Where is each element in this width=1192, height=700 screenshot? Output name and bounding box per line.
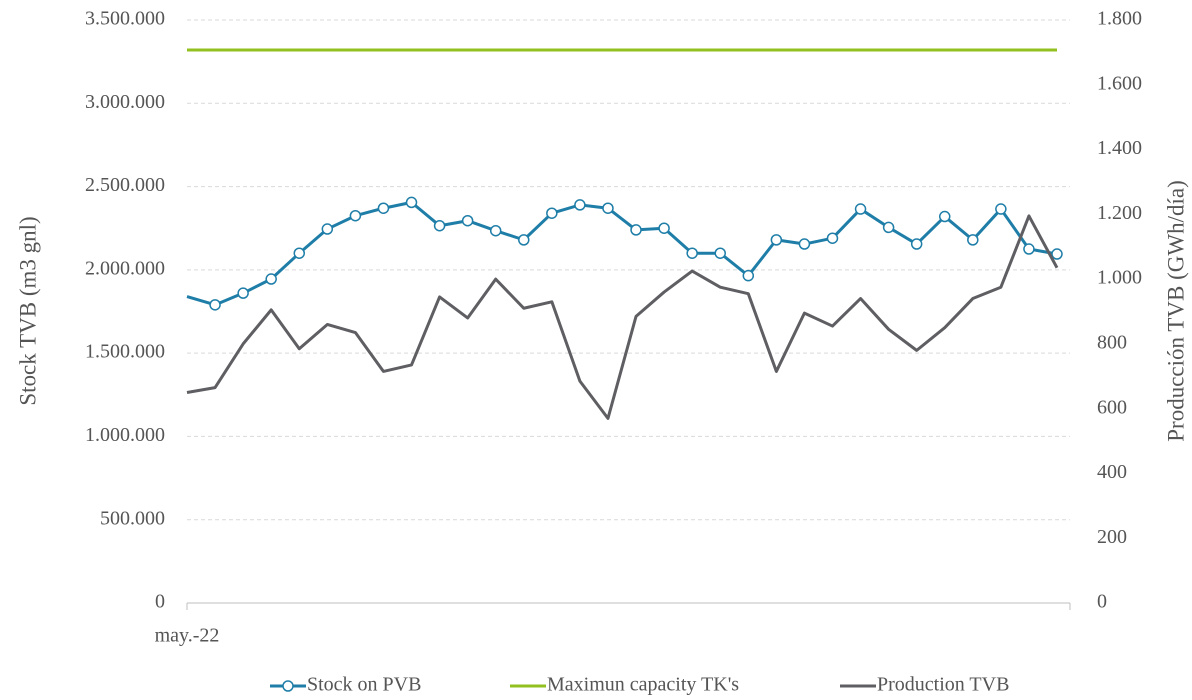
- point-marker: [910, 238, 923, 250]
- point-marker: [742, 269, 755, 282]
- legend-label: Stock on PVB: [307, 674, 421, 696]
- y2-tick-label: 800: [1097, 331, 1127, 353]
- point-marker: [405, 196, 418, 209]
- y-tick-label: 1.500.000: [85, 341, 165, 363]
- y2-tick-label: 600: [1097, 396, 1127, 418]
- y2-tick-label: 1.800: [1097, 8, 1142, 30]
- point-marker: [658, 222, 670, 234]
- series-line: [186, 200, 1058, 307]
- point-marker: [349, 209, 362, 222]
- point-marker: [237, 287, 249, 299]
- y-tick-label: 1.000.000: [85, 424, 165, 446]
- point-marker: [461, 214, 474, 227]
- legend-label: Production TVB: [877, 674, 1009, 696]
- point-marker: [1023, 243, 1035, 255]
- point-marker: [321, 223, 334, 235]
- point-marker: [826, 232, 839, 244]
- series-line: [186, 214, 1059, 420]
- y2-tick-label: 0: [1097, 591, 1107, 613]
- point-marker: [377, 202, 390, 214]
- point-marker: [854, 203, 867, 215]
- y2-tick-label: 1.600: [1097, 72, 1142, 94]
- point-marker: [630, 224, 642, 236]
- legend-marker: [282, 680, 294, 692]
- point-marker: [1051, 248, 1063, 260]
- point-marker: [546, 207, 558, 219]
- point-marker: [433, 219, 446, 232]
- x-tick-label: may.-22: [155, 625, 220, 647]
- point-marker: [995, 203, 1007, 215]
- point-marker: [967, 234, 979, 246]
- legend-label: Maximun capacity TK's: [547, 674, 739, 696]
- y-tick-label: 500.000: [100, 507, 165, 529]
- y2-tick-label: 1.000: [1097, 267, 1142, 289]
- y-tick-label: 3.000.000: [85, 91, 165, 113]
- point-marker: [714, 247, 726, 259]
- point-marker: [209, 299, 221, 311]
- y2-axis-label: Producción TVB (GWh/día): [1163, 180, 1188, 441]
- point-marker: [686, 247, 698, 259]
- point-marker: [770, 234, 783, 246]
- y-tick-label: 2.000.000: [85, 257, 165, 279]
- y-tick-label: 2.500.000: [85, 174, 165, 196]
- y2-tick-label: 1.200: [1097, 202, 1142, 224]
- point-marker: [518, 234, 530, 246]
- point-marker: [798, 238, 811, 250]
- y2-tick-label: 200: [1097, 526, 1127, 548]
- point-marker: [602, 202, 614, 214]
- y-tick-label: 3.500.000: [85, 8, 165, 30]
- point-marker: [293, 247, 306, 259]
- y-axis-label: Stock TVB (m3 gnl): [15, 216, 40, 405]
- point-marker: [265, 273, 277, 285]
- y2-tick-label: 400: [1097, 461, 1127, 483]
- point-marker: [938, 210, 951, 223]
- y-tick-label: 0: [155, 591, 165, 613]
- point-marker: [882, 221, 895, 234]
- point-marker: [574, 199, 586, 211]
- y2-tick-label: 1.400: [1097, 137, 1142, 159]
- point-marker: [489, 224, 502, 237]
